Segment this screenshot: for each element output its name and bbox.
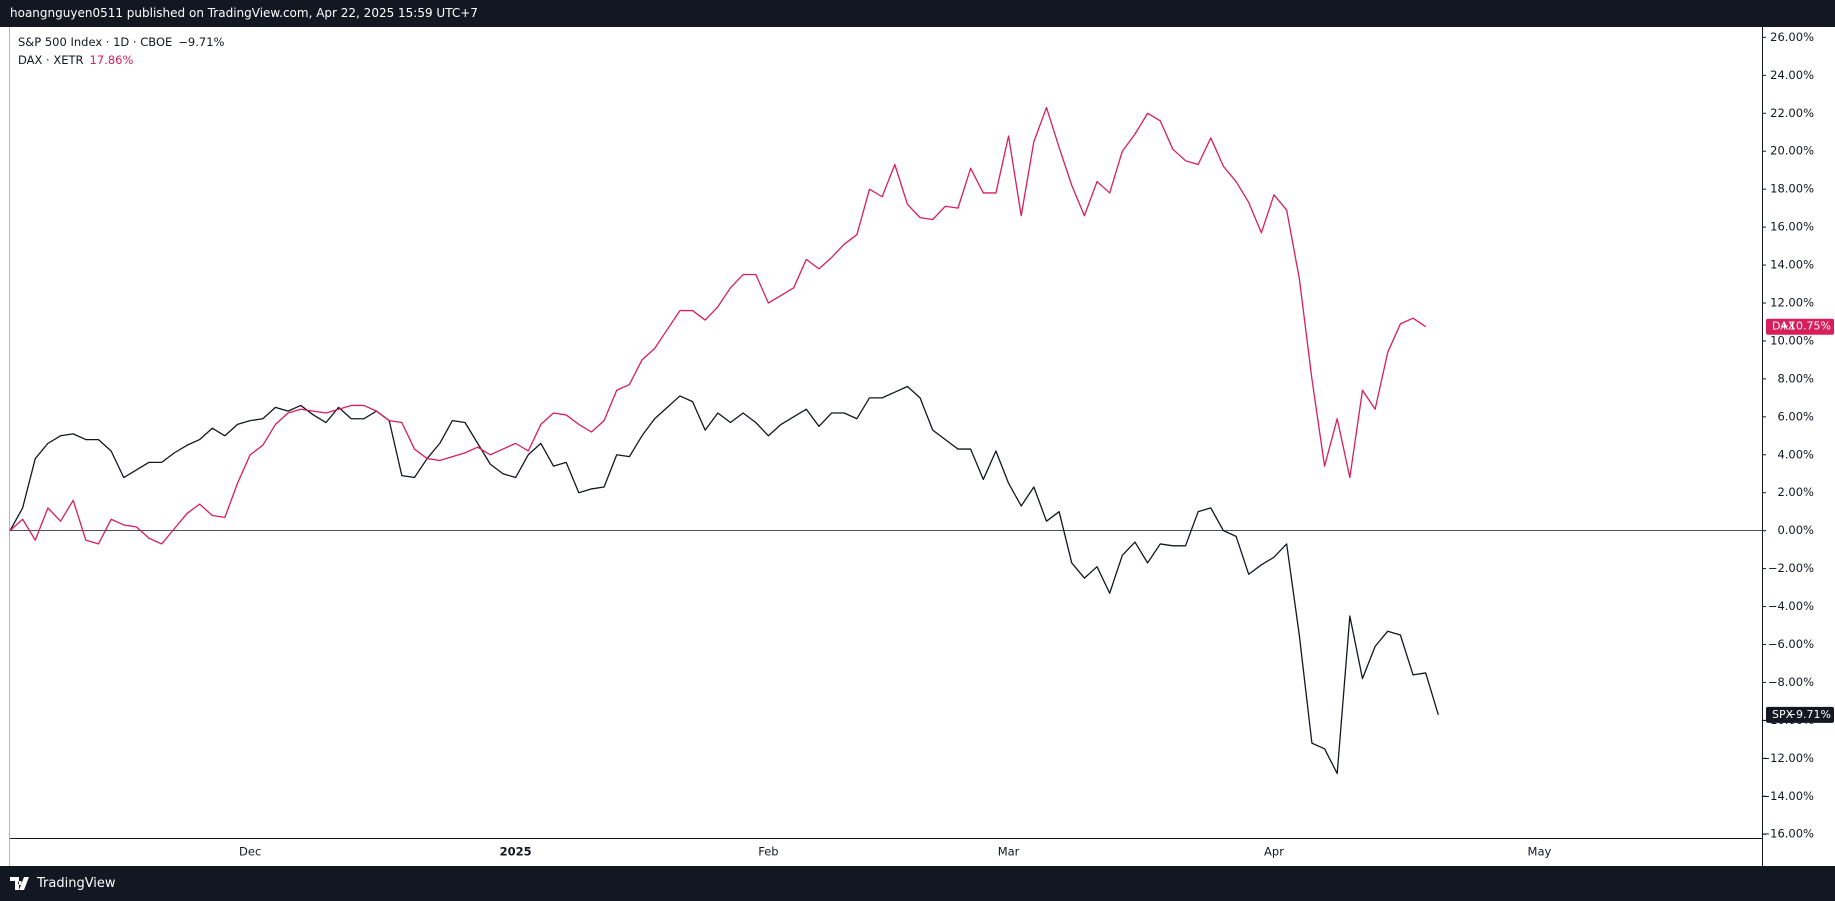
legend-value: 17.86%: [89, 53, 134, 67]
y-tick-label: 4.00%: [1777, 447, 1814, 461]
logo: [10, 876, 29, 890]
price-tag: SPX−9.71%: [1766, 706, 1834, 723]
y-tick-label: 20.00%: [1770, 144, 1814, 158]
price-tag-value: −9.71%: [1787, 708, 1831, 721]
legend: S&P 500 Index · 1D · CBOE −9.71% DAX · XET…: [18, 33, 224, 69]
series-line: [9, 385, 1439, 775]
y-tick-label: −8.00%: [1768, 675, 1814, 689]
price-tag-name: SPX: [1772, 708, 1794, 721]
legend-entry: S&P 500 Index · 1D · CBOE −9.71%: [18, 33, 224, 51]
y-tick-label: 12.00%: [1770, 295, 1814, 309]
header-text: hoangnguyen0511 published on TradingView…: [0, 0, 1835, 27]
x-tick-label: Feb: [758, 845, 778, 859]
y-tick-label: 24.00%: [1770, 68, 1814, 82]
y-tick-label: −16.00%: [1761, 827, 1815, 841]
y-tick-label: −2.00%: [1768, 561, 1814, 575]
price-tag-bg: [1766, 706, 1834, 723]
y-tick-label: 14.00%: [1770, 258, 1814, 272]
x-tick-label: 2025: [500, 845, 532, 859]
legend-name: DAX · XETR: [18, 53, 84, 67]
price-tag-bg: [1766, 318, 1834, 335]
y-tick-label: 2.00%: [1777, 485, 1814, 499]
x-tick-label: Mar: [998, 845, 1020, 859]
chart-background: [0, 27, 1835, 866]
legend-value: −9.71%: [178, 35, 225, 49]
y-tick-label: −14.00%: [1761, 789, 1815, 803]
footer: TradingView: [0, 866, 1835, 901]
price-tag-value: +10.75%: [1780, 320, 1831, 333]
y-tick-label: 22.00%: [1770, 106, 1814, 120]
y-tick-label: 8.00%: [1777, 371, 1814, 385]
y-tick-label: 0.00%: [1777, 523, 1814, 537]
y-tick-label: 16.00%: [1770, 220, 1814, 234]
chart: 26.00% 24.00% 22.00% 20.00% 18.00% 16.00% 14.0…: [0, 27, 1835, 866]
y-tick-label: 10.00%: [1770, 333, 1814, 347]
brand: TradingView: [37, 876, 116, 891]
y-tick-label: 6.00%: [1777, 409, 1814, 423]
x-tick-label: Dec: [239, 845, 261, 859]
legend-entry: DAX · XETR 17.86%: [18, 51, 224, 69]
x-tick-label: Apr: [1264, 845, 1284, 859]
y-tick-label: 26.00%: [1770, 30, 1814, 44]
legend-name: S&P 500 Index · 1D · CBOE: [18, 35, 173, 49]
y-tick-label: −6.00%: [1768, 637, 1814, 651]
price-tag: DAX+10.75%: [1766, 318, 1834, 335]
series-line: [9, 106, 1427, 545]
x-tick-label: May: [1528, 845, 1552, 859]
y-tick-label: −4.00%: [1768, 599, 1814, 613]
y-tick-label: −12.00%: [1761, 751, 1815, 765]
y-tick-label: 18.00%: [1770, 182, 1814, 196]
price-tag-name: DAX: [1772, 320, 1796, 333]
